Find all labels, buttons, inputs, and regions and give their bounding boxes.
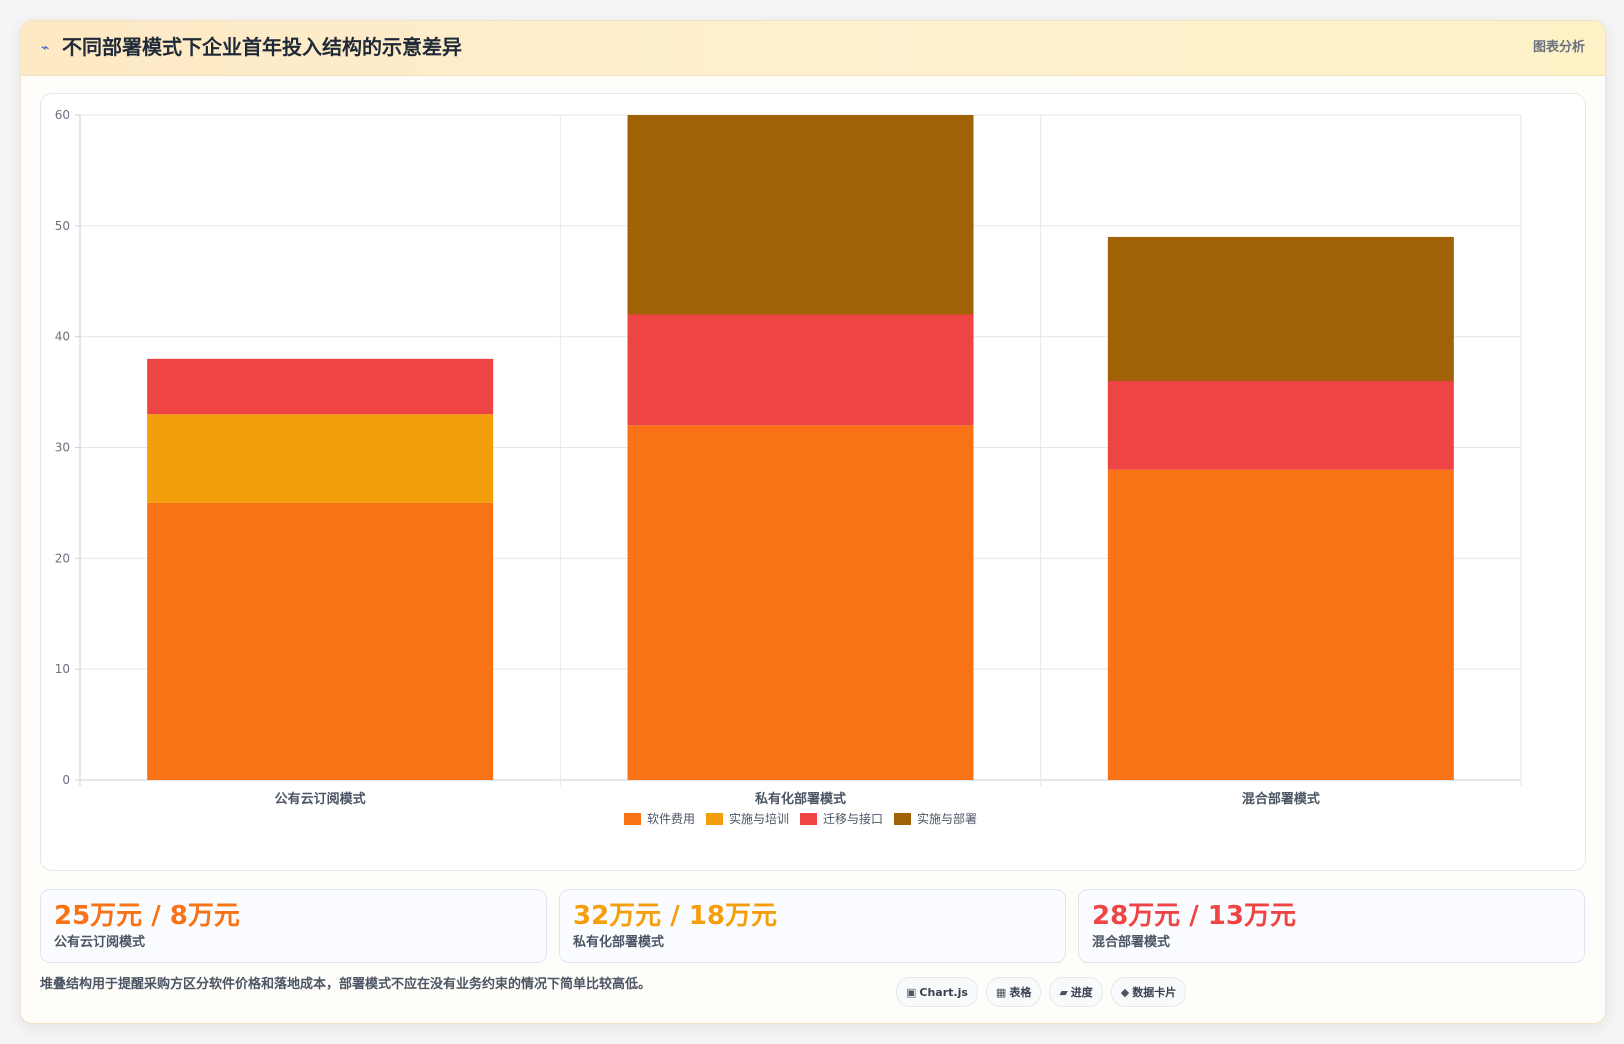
bar-segment — [1107, 236, 1454, 381]
legend-label: 软件费用 — [647, 812, 695, 826]
x-tick-label: 公有云订阅模式 — [275, 791, 366, 807]
bar-segment — [1107, 469, 1454, 780]
chart-card: ⌁ 不同部署模式下企业首年投入结构的示意差异 图表分析 0 10 20 30 40 50 6… — [20, 20, 1606, 1024]
legend-swatch — [624, 813, 641, 825]
legend-swatch — [894, 813, 911, 825]
bar-segment — [147, 414, 494, 503]
bar-segment — [627, 115, 974, 315]
x-tick-label: 私有化部署模式 — [755, 791, 846, 807]
chip-label: Chart.js — [919, 985, 968, 999]
bar-segment — [147, 502, 494, 780]
legend-label: 实施与培训 — [729, 811, 789, 826]
chip-label: 进度 — [1070, 986, 1093, 999]
legend-label: 实施与部署 — [917, 811, 977, 826]
stat-label: 公有云订阅模式 — [54, 935, 146, 950]
legend-label: 迁移与接口 — [823, 811, 883, 826]
chart-square-icon: ▣ — [906, 985, 917, 999]
stat-value: 32万元 / 18万元 — [573, 901, 777, 931]
y-tick-label: 30 — [55, 441, 70, 455]
y-tick-label: 10 — [55, 662, 70, 676]
bar-segment — [627, 425, 974, 780]
stat-value: 28万元 / 13万元 — [1092, 901, 1296, 931]
y-tick-label: 40 — [55, 330, 70, 344]
progress-icon: ▰ — [1059, 985, 1068, 999]
feature-chips: ▣ Chart.js ▦ 表格 ▰ 进度 ◆ 数据卡片 — [896, 977, 1187, 1007]
stat-card-private: 32万元 / 18万元 私有化部署模式 — [559, 889, 1066, 963]
card-header: ⌁ 不同部署模式下企业首年投入结构的示意差异 图表分析 — [21, 21, 1605, 76]
header-tag: 图表分析 — [1532, 40, 1585, 55]
stat-value: 25万元 / 8万元 — [54, 901, 240, 931]
chip-table[interactable]: ▦ 表格 — [985, 977, 1042, 1007]
x-tick-label: 混合部署模式 — [1242, 791, 1320, 807]
y-tick-label: 50 — [55, 219, 70, 233]
chip-progress[interactable]: ▰ 进度 — [1049, 977, 1103, 1007]
y-tick-label: 60 — [55, 108, 70, 122]
legend-swatch — [706, 813, 723, 825]
y-tick-label: 0 — [62, 773, 70, 787]
bar-segment — [627, 314, 974, 426]
bar-segment — [1107, 381, 1454, 470]
stat-label: 混合部署模式 — [1092, 935, 1171, 950]
chip-label: 数据卡片 — [1132, 986, 1177, 999]
stat-label: 私有化部署模式 — [573, 935, 665, 950]
legend-swatch — [800, 813, 817, 825]
table-grid-icon: ▦ — [995, 985, 1007, 999]
chart-icon: ⌁ — [41, 40, 50, 56]
stat-card-hybrid: 28万元 / 13万元 混合部署模式 — [1078, 889, 1585, 963]
footnote: 堆叠结构用于提醒采购方区分软件价格和落地成本，部署模式不应在没有业务约束的情况下… — [40, 977, 652, 992]
page-title: 不同部署模式下企业首年投入结构的示意差异 — [62, 35, 462, 59]
chart-panel: 0 10 20 30 40 50 60 公有云订阅模式 私有化部署模式 混合部署模式软件费用 实施与… — [40, 93, 1586, 871]
bar-segment — [147, 358, 494, 415]
chip-data-card[interactable]: ◆ 数据卡片 — [1110, 977, 1187, 1007]
diamond-icon: ◆ — [1120, 985, 1130, 999]
chip-label: 表格 — [1009, 986, 1032, 999]
stat-card-public-cloud: 25万元 / 8万元 公有云订阅模式 — [40, 889, 547, 963]
chip-chartjs[interactable]: ▣ Chart.js — [896, 977, 978, 1007]
y-tick-label: 20 — [55, 551, 70, 565]
